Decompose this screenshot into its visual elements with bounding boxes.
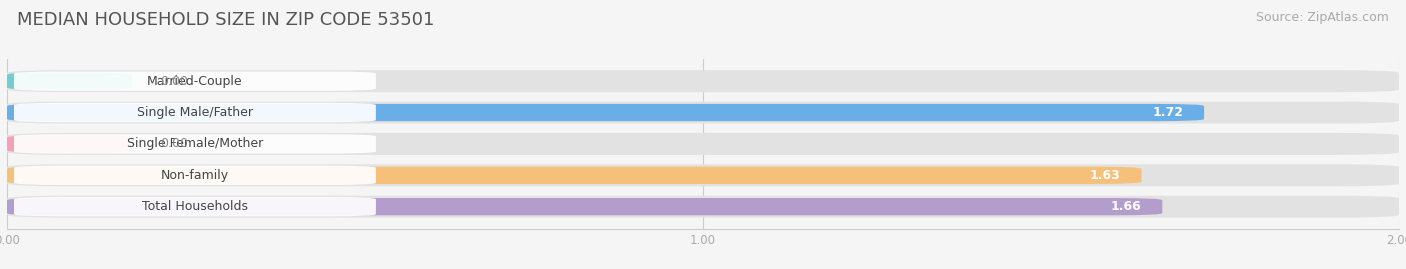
Text: 1.72: 1.72 [1153,106,1184,119]
FancyBboxPatch shape [14,103,375,122]
Text: Non-family: Non-family [160,169,229,182]
FancyBboxPatch shape [7,198,1163,215]
Text: MEDIAN HOUSEHOLD SIZE IN ZIP CODE 53501: MEDIAN HOUSEHOLD SIZE IN ZIP CODE 53501 [17,11,434,29]
FancyBboxPatch shape [14,72,375,91]
FancyBboxPatch shape [7,167,1142,184]
Text: Single Female/Mother: Single Female/Mother [127,137,263,150]
Text: Single Male/Father: Single Male/Father [136,106,253,119]
FancyBboxPatch shape [14,197,375,216]
Text: Source: ZipAtlas.com: Source: ZipAtlas.com [1256,11,1389,24]
Text: 0.00: 0.00 [160,137,188,150]
Text: Married-Couple: Married-Couple [148,75,243,88]
FancyBboxPatch shape [14,134,375,154]
FancyBboxPatch shape [7,196,1399,218]
FancyBboxPatch shape [7,164,1399,186]
Text: Total Households: Total Households [142,200,247,213]
Text: 1.63: 1.63 [1090,169,1121,182]
FancyBboxPatch shape [7,73,132,90]
Text: 0.00: 0.00 [160,75,188,88]
FancyBboxPatch shape [7,133,1399,155]
FancyBboxPatch shape [7,104,1204,121]
FancyBboxPatch shape [7,135,132,153]
FancyBboxPatch shape [14,166,375,185]
Text: 1.66: 1.66 [1111,200,1142,213]
FancyBboxPatch shape [7,70,1399,92]
FancyBboxPatch shape [7,102,1399,123]
